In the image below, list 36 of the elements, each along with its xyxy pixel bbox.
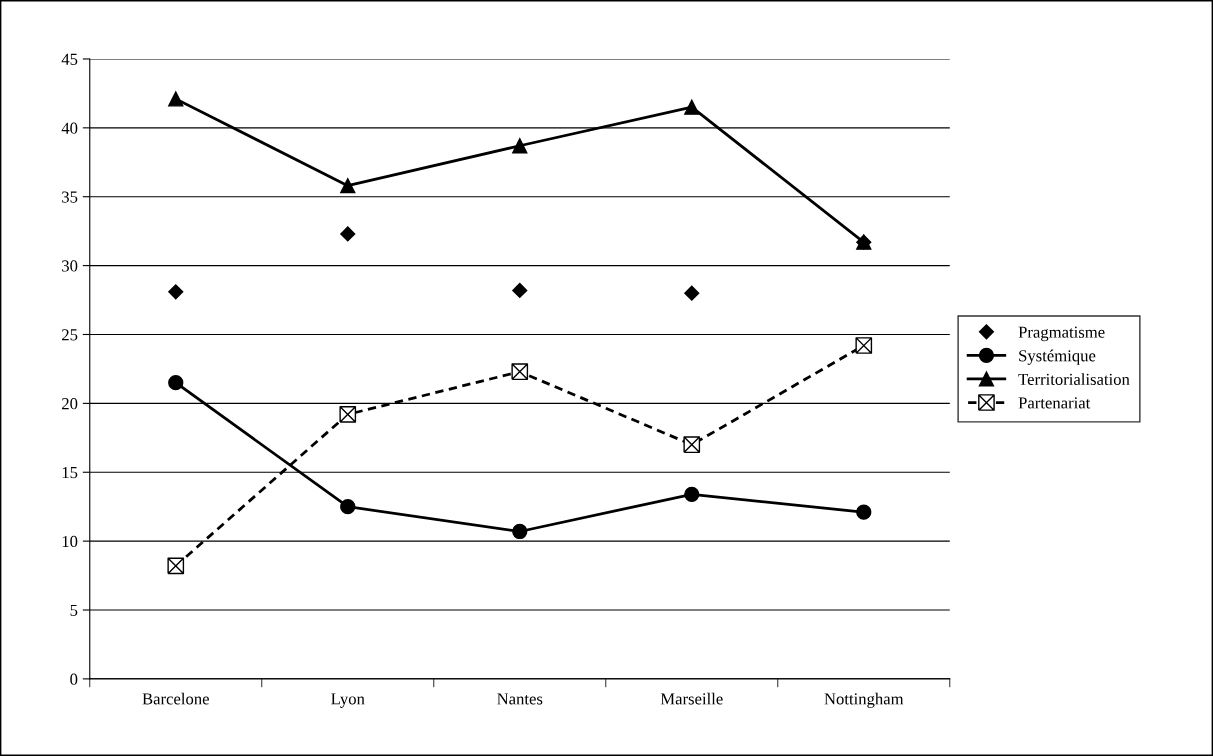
point	[168, 91, 184, 107]
point	[684, 99, 700, 115]
x-tick-label: Nantes	[497, 693, 543, 705]
x-tick-label: Nottingham	[824, 692, 904, 708]
y-tick-label: 30	[62, 260, 78, 272]
point	[511, 363, 529, 381]
point	[684, 486, 700, 502]
point	[512, 282, 528, 298]
y-tick-label: 25	[62, 329, 78, 341]
point	[339, 406, 357, 423]
y-tick-label: 45	[61, 53, 78, 65]
x-tick-label: Lyon	[331, 693, 365, 708]
x-tick-label: Barcelone	[142, 692, 209, 705]
y-tick-label: 5	[70, 604, 78, 616]
point	[168, 375, 184, 391]
legend-label: Territorialisation	[1018, 373, 1130, 385]
point	[340, 178, 356, 194]
y-tick-label: 40	[61, 122, 78, 134]
point	[683, 436, 701, 454]
x-tick-label: Marseille	[660, 692, 723, 705]
point	[512, 138, 528, 154]
point	[512, 523, 528, 540]
y-tick-label: 0	[70, 673, 78, 685]
legend-label: Partenariat	[1018, 397, 1091, 409]
y-tick-label: 10	[62, 535, 78, 548]
legend-label: Systémique	[1019, 349, 1096, 365]
y-tick-label: 35	[62, 191, 78, 203]
point	[855, 337, 873, 354]
point	[684, 285, 700, 301]
point	[168, 284, 184, 300]
legend-label: Pragmatisme	[1018, 326, 1105, 342]
point	[340, 226, 356, 242]
y-tick-label: 20	[62, 398, 78, 410]
point	[856, 504, 872, 520]
point	[340, 499, 356, 515]
y-tick-label: 15	[62, 467, 78, 479]
